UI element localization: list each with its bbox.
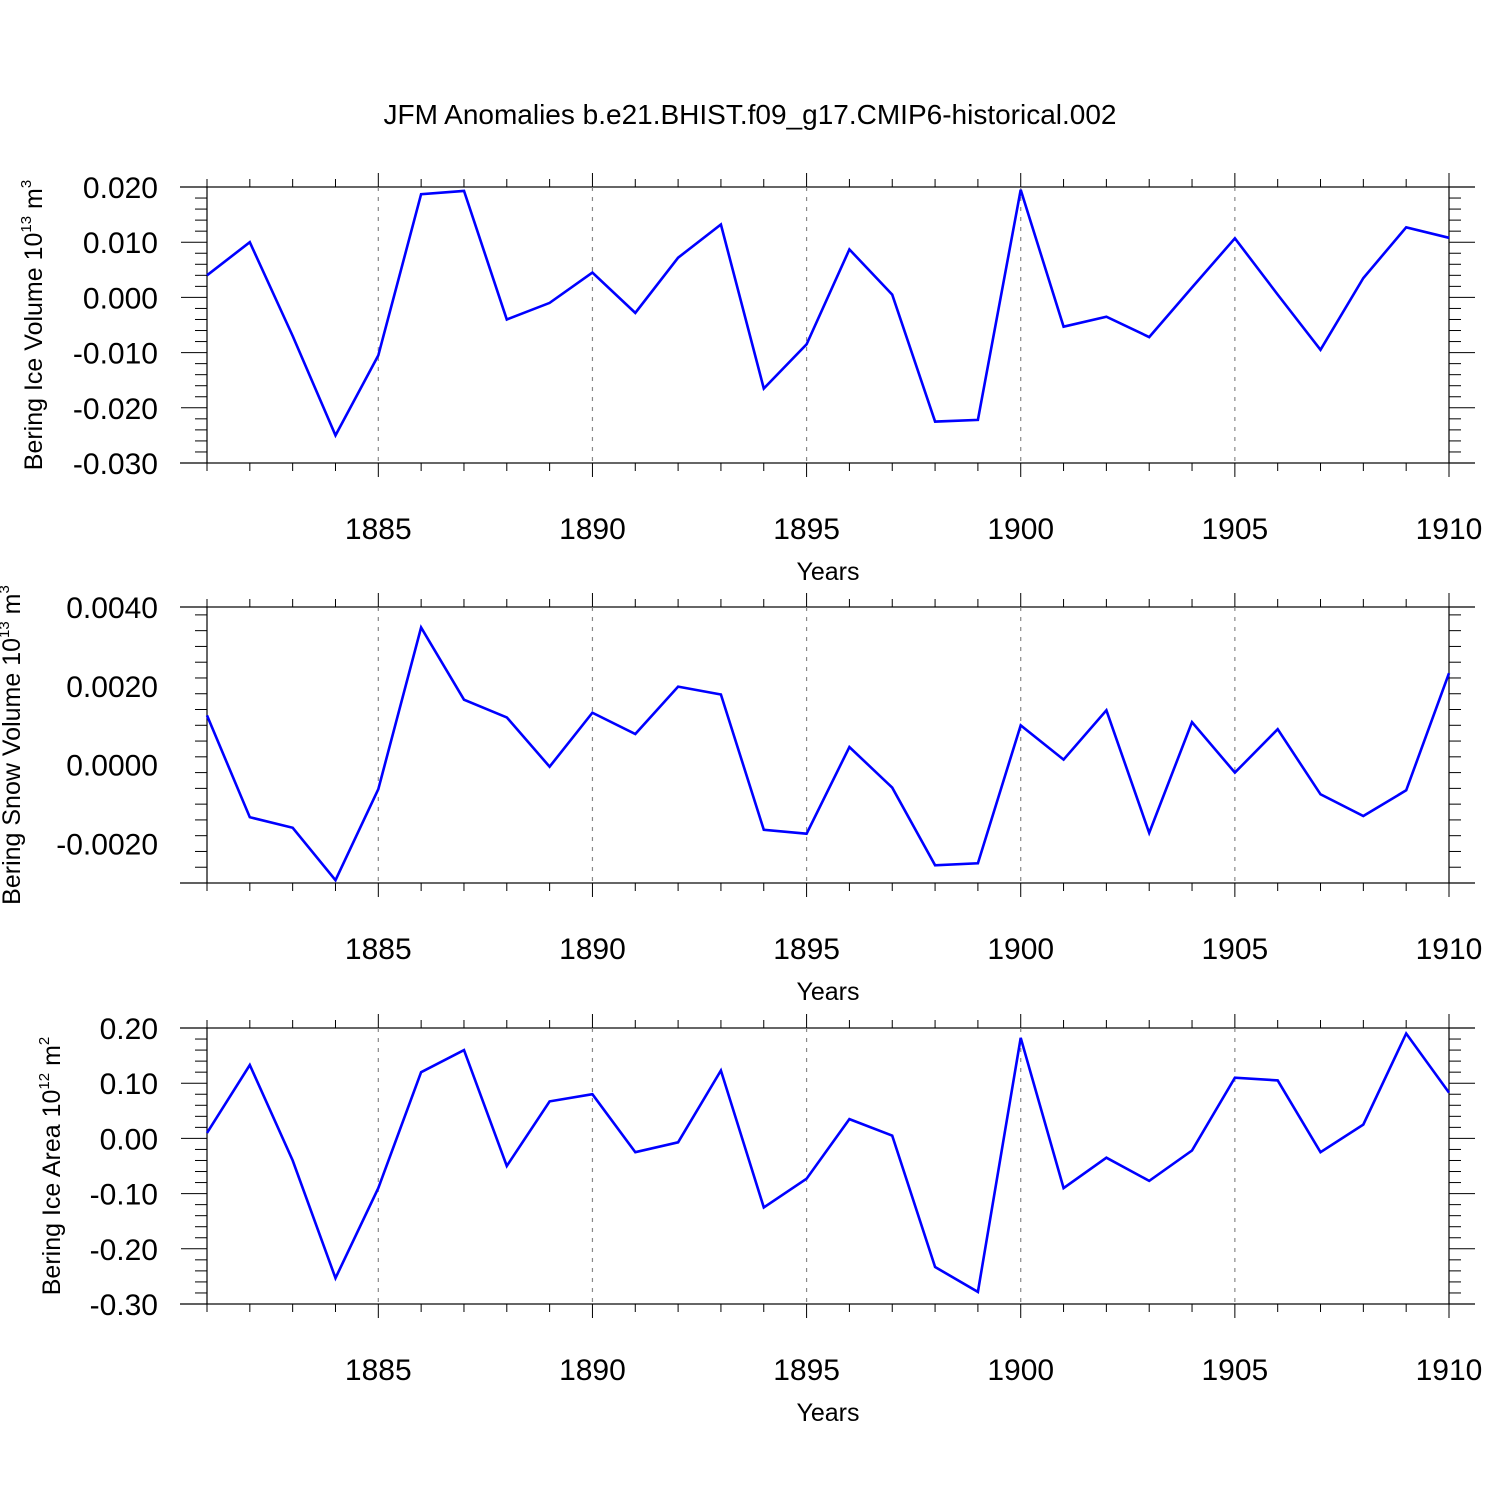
y-tick-label: -0.30: [90, 1289, 158, 1322]
y-axis-label-main: Bering Snow Volume 10: [0, 638, 26, 905]
y-tick-label: 0.0020: [66, 671, 158, 704]
plot-frame: [206, 1027, 1450, 1305]
x-tick-label: 1895: [773, 933, 840, 966]
x-tick-label: 1910: [1416, 1354, 1483, 1387]
x-tick-label: 1900: [987, 1354, 1054, 1387]
y-axis-label: Bering Snow Volume 1013 m3: [0, 585, 26, 905]
y-axis-label-unit: m: [38, 1045, 66, 1073]
y-tick-label: 0.010: [83, 227, 158, 260]
y-axis-label-exponent: 12: [36, 1073, 53, 1090]
x-tick-label: 1895: [773, 1354, 840, 1387]
y-axis-label-unit: m: [0, 594, 26, 622]
y-tick-label: 0.020: [83, 172, 158, 205]
x-tick-label: 1900: [987, 933, 1054, 966]
plot-frame: [206, 186, 1450, 464]
x-tick-label: 1905: [1201, 933, 1268, 966]
y-axis-label-unit-exponent: 3: [0, 585, 13, 593]
y-axis-label-unit-exponent: 3: [18, 180, 35, 188]
y-tick-label: -0.010: [73, 338, 158, 371]
series-line-ice_area: [205, 1030, 1451, 1294]
y-axis-label-exponent: 13: [18, 216, 35, 233]
series-line-ice_volume: [206, 189, 1450, 439]
y-axis-label-unit: m: [20, 188, 48, 216]
plot-frame: [206, 606, 1450, 884]
panels: -0.030 -0.020 -0.010 0.000 0.010 0.020 1885 189…: [0, 172, 1482, 1427]
y-axis-label-main: Bering Ice Volume 10: [20, 233, 48, 471]
panel-1: -0.030 -0.020 -0.010 0.000 0.010 0.020 1885 189…: [18, 172, 1482, 586]
y-tick-label: -0.030: [73, 448, 158, 481]
x-tick-label: 1900: [987, 513, 1054, 546]
x-tick-label: 1885: [345, 1354, 412, 1387]
x-tick-label: 1910: [1416, 933, 1483, 966]
y-tick-label: -0.0020: [56, 829, 158, 862]
x-tick-label: 1890: [559, 933, 626, 966]
figure-title: JFM Anomalies b.e21.BHIST.f09_g17.CMIP6-…: [383, 99, 1116, 130]
y-tick-label: 0.0000: [66, 750, 158, 783]
x-tick-label: 1885: [345, 513, 412, 546]
x-tick-label: 1905: [1201, 1354, 1268, 1387]
y-axis-label: Bering Ice Area 1012 m2: [36, 1037, 66, 1296]
y-axis-label: Bering Ice Volume 1013 m3: [18, 180, 48, 470]
y-tick-label: -0.020: [73, 393, 158, 426]
x-tick-label: 1895: [773, 513, 840, 546]
x-tick-label: 1905: [1201, 513, 1268, 546]
x-axis-label: Years: [796, 978, 859, 1006]
x-axis-label: Years: [796, 558, 859, 586]
y-axis-label-main: Bering Ice Area 10: [38, 1090, 66, 1296]
y-tick-label: -0.10: [90, 1179, 158, 1212]
y-tick-label: -0.20: [90, 1234, 158, 1267]
x-tick-label: 1890: [559, 513, 626, 546]
y-tick-label: 0.0040: [66, 592, 158, 625]
panel-3: -0.30 -0.20 -0.10 0.00 0.10 0.20 1885 1890 1895 1…: [36, 1013, 1482, 1427]
y-tick-label: 0.000: [83, 282, 158, 315]
x-tick-label: 1885: [345, 933, 412, 966]
y-axis-label-unit-exponent: 2: [36, 1037, 53, 1045]
panel-2: -0.0020 0.0000 0.0020 0.0040 1885 1890 1895 190…: [0, 585, 1482, 1006]
y-tick-label: 0.20: [100, 1013, 158, 1046]
x-tick-label: 1910: [1416, 513, 1483, 546]
y-tick-label: 0.10: [100, 1068, 158, 1101]
y-axis-label-exponent: 13: [0, 621, 13, 638]
x-axis-label: Years: [796, 1399, 859, 1427]
series-line-snow_volume: [205, 624, 1451, 883]
x-tick-label: 1890: [559, 1354, 626, 1387]
y-tick-label: 0.00: [100, 1123, 158, 1156]
